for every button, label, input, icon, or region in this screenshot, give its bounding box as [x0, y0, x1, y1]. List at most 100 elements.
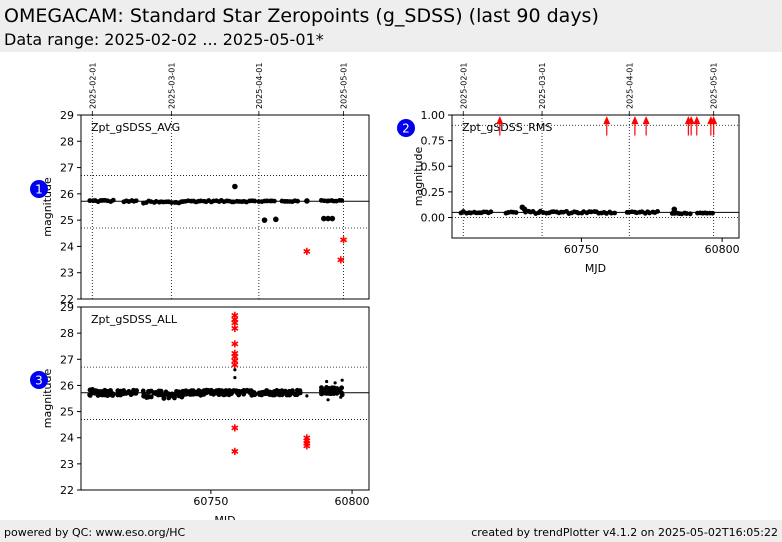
y-tick-label: 28 — [60, 327, 74, 340]
outlier-point: ✱ — [231, 361, 239, 372]
data-points — [458, 116, 718, 217]
outlier-arrow-head — [710, 116, 718, 125]
x-tick-label: 60800 — [705, 243, 740, 256]
y-tick-label: 25 — [60, 214, 74, 227]
data-point — [133, 198, 139, 204]
data-point — [326, 398, 330, 402]
panel-badge: 1 — [30, 180, 48, 198]
y-tick-label: 23 — [60, 267, 74, 280]
data-point — [339, 395, 343, 399]
data-point — [521, 206, 528, 213]
outlier-arrow-head — [687, 116, 695, 125]
data-point — [252, 391, 258, 397]
data-point — [671, 206, 678, 213]
y-tick-label: 0.50 — [421, 160, 446, 173]
data-point — [612, 210, 618, 216]
data-point — [325, 379, 329, 384]
badge-circle — [30, 371, 48, 389]
data-point — [513, 210, 519, 215]
date-tick-label: 2025-02-01 — [459, 63, 468, 110]
data-point — [148, 394, 154, 400]
data-point — [134, 388, 139, 393]
data-points: ✱ ✱ ✱ — [87, 183, 348, 267]
outlier-point: ✱ — [337, 256, 345, 267]
data-point — [329, 215, 336, 222]
y-tick-label: 0.00 — [421, 212, 446, 225]
outlier-point: ✱ — [303, 436, 311, 447]
outlier-arrow-head — [496, 116, 504, 125]
data-point — [87, 198, 93, 204]
badge-number: 3 — [35, 374, 43, 388]
y-tick-label: 24 — [60, 240, 74, 253]
outlier-arrow-head — [603, 116, 611, 125]
outlier-point: ✱ — [339, 235, 347, 246]
x-tick-label: 60750 — [564, 243, 599, 256]
data-point — [271, 198, 277, 204]
data-point — [273, 216, 279, 223]
date-tick-label: 2025-02-01 — [88, 63, 97, 110]
outlier-point: ✱ — [303, 442, 311, 453]
date-tick-label: 2025-03-01 — [167, 63, 176, 110]
y-tick-label: 27 — [60, 162, 74, 175]
chart-panel-1: 2025-02-01 2025-03-01 2025-04-01 2025-05-01… — [30, 63, 370, 306]
y-tick-label: 25 — [60, 406, 74, 419]
data-point — [655, 209, 660, 214]
y-tick-label: 22 — [60, 484, 74, 497]
date-tick-label: 2025-05-01 — [710, 63, 719, 110]
data-point — [340, 378, 344, 382]
panel-badge: 2 — [397, 119, 415, 137]
y-tick-label: 28 — [60, 135, 74, 148]
data-point — [252, 198, 258, 204]
outlier-point: ✱ — [231, 349, 239, 360]
chart-panel-2: 2025-02-01 2025-03-01 2025-04-01 2025-05-01… — [397, 63, 740, 275]
data-range-subtitle: Data range: 2025-02-02 ... 2025-05-01* — [4, 30, 324, 49]
date-tick-label: 2025-04-01 — [255, 63, 264, 110]
data-point — [110, 197, 116, 203]
plot-frame — [80, 306, 370, 491]
footer-created-by: created by trendPlotter v4.1.2 on 2025-0… — [471, 526, 778, 539]
y-axis-label: magnitude — [412, 147, 425, 207]
data-point — [576, 210, 581, 216]
outlier-arrow-head — [631, 116, 639, 125]
data-point — [241, 391, 247, 397]
data-point — [488, 209, 494, 215]
outlier-point: ✱ — [231, 319, 239, 330]
outlier-point: ✱ — [231, 324, 239, 335]
panel-label: Zpt_gSDSS_AVG — [91, 121, 180, 134]
data-point — [339, 385, 345, 391]
badge-circle — [30, 180, 48, 198]
chart-panel-3: 22232425262728296075060800MJDmagnitudeZp… — [30, 301, 370, 527]
data-point — [304, 198, 310, 204]
outlier-point: ✱ — [231, 340, 239, 351]
y-tick-label: 29 — [60, 301, 74, 314]
badge-number: 1 — [35, 183, 43, 197]
report-footer: powered by QC: www.eso.org/HC created by… — [0, 520, 782, 542]
data-point — [687, 211, 693, 217]
plot-frame — [80, 114, 370, 300]
data-point — [261, 217, 268, 223]
x-tick-label: 60800 — [335, 495, 370, 508]
data-point — [297, 388, 303, 394]
data-point — [339, 198, 345, 203]
y-tick-label: 1.00 — [421, 109, 446, 122]
data-point — [233, 375, 237, 380]
data-point — [295, 198, 301, 204]
date-tick-label: 2025-05-01 — [340, 63, 349, 110]
y-tick-label: 22 — [60, 293, 74, 306]
x-axis-label: MJD — [585, 262, 606, 275]
outlier-arrow-head — [642, 116, 650, 125]
panel-badge: 3 — [30, 371, 48, 389]
y-tick-label: 0.25 — [421, 186, 446, 199]
data-point — [110, 391, 116, 397]
data-point — [233, 368, 237, 372]
y-tick-label: 29 — [60, 109, 74, 122]
data-point — [325, 215, 331, 222]
data-point — [710, 210, 715, 216]
outlier-point: ✱ — [303, 434, 311, 445]
page-title: OMEGACAM: Standard Star Zeropoints (g_SD… — [4, 5, 599, 27]
y-tick-label: 0.75 — [421, 135, 446, 148]
outlier-point: ✱ — [303, 247, 311, 258]
y-tick-label: 27 — [60, 353, 74, 366]
outlier-point: ✱ — [231, 357, 239, 368]
